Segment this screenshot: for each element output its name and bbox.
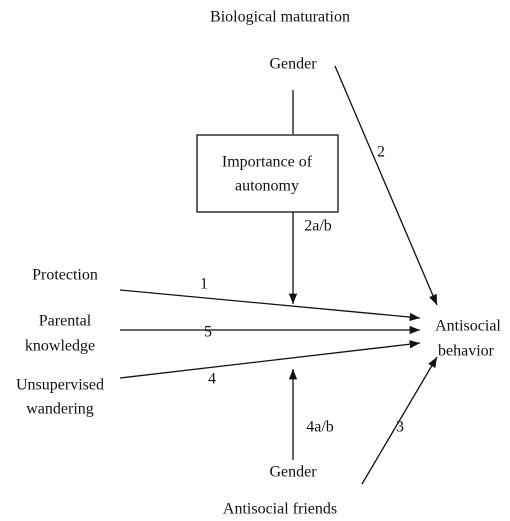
edge-label: 2a/b [304,218,332,235]
arrow [334,65,438,306]
node-label: Antisocial [435,318,501,335]
node-label: Gender [269,56,317,73]
node-label: Importance of [222,154,313,171]
node-label: Gender [269,464,317,481]
node-label: Unsupervised [16,377,104,394]
node-label: wandering [26,401,94,418]
node-label: Biological maturation [210,9,350,26]
arrow [361,356,438,485]
node-box [196,134,339,213]
edge-label: 5 [204,324,212,341]
edge-label: 4 [208,371,216,388]
edge-label: 1 [200,276,208,293]
node-label: Parental [39,313,92,330]
node-label: autonomy [235,178,299,195]
edge-label: 4a/b [306,419,334,436]
edge-label: 2 [377,144,385,161]
arrow [119,340,421,379]
arrow [119,289,421,322]
node-label: behavior [438,343,495,360]
node-label: Antisocial friends [223,501,337,518]
node-label: knowledge [25,338,95,355]
node-label: Protection [32,267,98,284]
edge-label: 3 [396,419,404,436]
